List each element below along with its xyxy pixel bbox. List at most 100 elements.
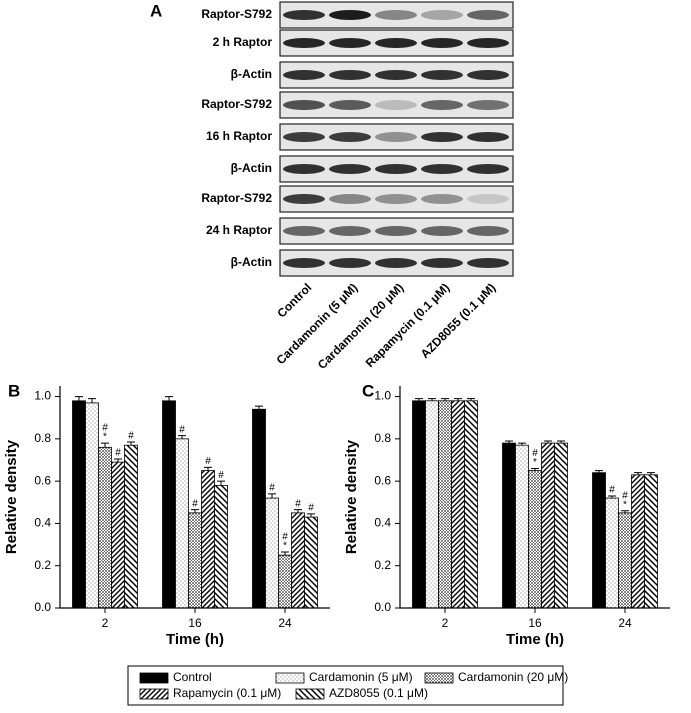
error-bar xyxy=(531,467,539,471)
bar xyxy=(85,402,99,609)
blot-band xyxy=(375,226,417,236)
y-tick-label: 0.8 xyxy=(374,431,391,445)
y-tick-label: 0.4 xyxy=(374,516,391,530)
blot-band xyxy=(467,226,509,236)
bar xyxy=(464,400,478,609)
error-bar xyxy=(544,440,552,444)
significance-mark: # xyxy=(308,503,314,514)
bar xyxy=(592,472,606,609)
blot-band xyxy=(375,194,417,204)
error-bar xyxy=(454,398,462,401)
legend-swatch xyxy=(295,688,325,700)
error-bar xyxy=(595,470,603,473)
bar xyxy=(438,400,452,609)
legend: Control Cardamonin (5 μM) Cardamonin (20 μ… xyxy=(127,665,568,706)
legend-label: Control xyxy=(173,670,212,684)
blot-band xyxy=(421,194,463,204)
error-bar xyxy=(428,398,436,401)
blot-band xyxy=(467,132,509,142)
blot-label: 16 h Raptor xyxy=(206,129,272,143)
significance-mark: * xyxy=(103,432,107,443)
significance-mark: # xyxy=(218,470,224,481)
bar xyxy=(451,400,465,609)
bar xyxy=(214,484,228,609)
bar xyxy=(528,470,542,609)
blot-band xyxy=(283,226,325,236)
y-tick-label: 0.2 xyxy=(34,558,51,572)
blot-band xyxy=(329,100,371,110)
significance-mark: * xyxy=(533,457,537,468)
blot-label: Raptor-S792 xyxy=(201,7,272,21)
blot-label: β-Actin xyxy=(231,67,272,81)
significance-mark: # xyxy=(269,482,275,493)
x-axis-title: Time (h) xyxy=(506,631,564,648)
significance-mark: # xyxy=(532,448,538,459)
blot-band xyxy=(375,10,417,20)
error-bar xyxy=(441,398,449,401)
bar xyxy=(412,400,426,609)
bar xyxy=(425,400,439,609)
significance-mark: * xyxy=(283,541,287,552)
blot-band xyxy=(375,100,417,110)
error-bar xyxy=(518,442,526,446)
bar xyxy=(618,512,632,609)
error-bar xyxy=(647,472,655,475)
y-tick-label: 0.6 xyxy=(374,473,391,487)
error-bar xyxy=(621,510,629,513)
blot-band xyxy=(283,38,325,48)
error-bar xyxy=(634,472,642,475)
bar xyxy=(554,442,568,609)
blot-band xyxy=(467,258,509,268)
legend-swatch xyxy=(424,672,454,684)
x-tick-label: 24 xyxy=(618,616,632,630)
error-bar xyxy=(467,398,475,401)
significance-mark: # xyxy=(609,485,615,496)
lane-label: Control xyxy=(274,280,314,320)
error-bar xyxy=(75,396,83,401)
legend-swatch xyxy=(139,688,169,700)
legend-swatch xyxy=(139,672,169,684)
legend-box xyxy=(127,665,564,706)
bar xyxy=(605,497,619,609)
blot-band xyxy=(467,10,509,20)
error-bar xyxy=(127,441,135,446)
x-tick-label: 16 xyxy=(528,616,542,630)
blot-band xyxy=(421,164,463,174)
lane-label: Cardamonin (5 μM) xyxy=(274,280,361,367)
blot-band xyxy=(283,132,325,142)
bar xyxy=(304,516,318,609)
bar xyxy=(541,442,555,609)
blot-band xyxy=(283,258,325,268)
blot-band xyxy=(421,258,463,268)
blot-band xyxy=(329,70,371,80)
bar xyxy=(265,497,279,609)
blot-label: Raptor-S792 xyxy=(201,191,272,205)
bar xyxy=(175,438,189,609)
blot-label: 24 h Raptor xyxy=(206,223,272,237)
error-bar xyxy=(101,442,109,448)
blot-band xyxy=(283,70,325,80)
y-tick-label: 1.0 xyxy=(374,389,391,403)
blot-band xyxy=(283,194,325,204)
bar xyxy=(502,442,516,609)
blot-label: 2 h Raptor xyxy=(213,35,273,49)
blot-label: β-Actin xyxy=(231,161,272,175)
x-axis-title: Time (h) xyxy=(166,631,224,648)
blot-band xyxy=(421,10,463,20)
significance-mark: # xyxy=(102,423,108,434)
lane-label: Rapamycin (0.1 μM) xyxy=(363,280,453,370)
x-tick-label: 2 xyxy=(102,616,109,630)
legend-label: Rapamycin (0.1 μM) xyxy=(173,686,281,700)
significance-mark: # xyxy=(179,424,185,435)
error-bar xyxy=(88,398,96,403)
lane-label: Cardamonin (20 μM) xyxy=(315,280,406,371)
error-bar xyxy=(415,398,423,401)
y-tick-label: 0.0 xyxy=(34,600,51,614)
bar xyxy=(98,446,112,609)
x-tick-label: 2 xyxy=(442,616,449,630)
error-bar xyxy=(204,466,212,471)
error-bar xyxy=(114,458,122,463)
error-bar xyxy=(307,513,315,518)
blot-label: β-Actin xyxy=(231,255,272,269)
